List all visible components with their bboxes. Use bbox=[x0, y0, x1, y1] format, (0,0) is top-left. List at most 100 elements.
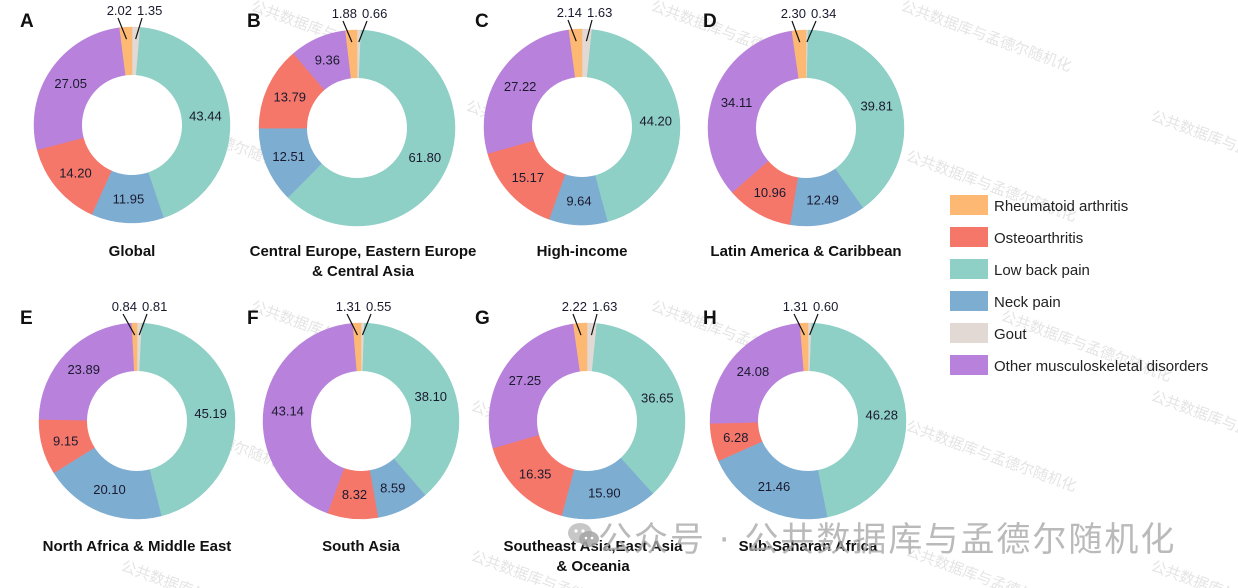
legend-swatch bbox=[950, 355, 988, 375]
slice-label-other-musculoskeletal-disorders: 27.22 bbox=[504, 79, 537, 94]
panel-title: Southeast Asia,East Asia bbox=[504, 538, 684, 555]
leader-line bbox=[117, 17, 128, 40]
slice-label-low-back-pain: 39.81 bbox=[860, 99, 893, 114]
panel-letter: C bbox=[475, 11, 489, 32]
leader-line bbox=[791, 20, 801, 43]
leader-line bbox=[567, 19, 577, 42]
panel-letter: A bbox=[20, 11, 34, 32]
slice-low-back-pain bbox=[591, 323, 686, 494]
panel-letter: F bbox=[247, 308, 259, 329]
legend-swatch bbox=[950, 227, 988, 247]
legend-item-rheumatoid-arthritis: Rheumatoid arthritis bbox=[950, 195, 1128, 215]
slice-label-gout: 0.60 bbox=[813, 299, 838, 314]
slice-label-gout: 1.63 bbox=[587, 5, 612, 20]
slice-label-osteoarthritis: 16.35 bbox=[519, 466, 552, 481]
slice-label-low-back-pain: 45.19 bbox=[194, 406, 227, 421]
legend-swatch bbox=[950, 195, 988, 215]
slice-label-osteoarthritis: 6.28 bbox=[723, 430, 748, 445]
panel-f: F 38.10 8.59 8.32 43.14 0.55 1.31 South Asia bbox=[247, 299, 460, 555]
slice-label-other-musculoskeletal-disorders: 43.14 bbox=[271, 404, 304, 419]
leader-line bbox=[590, 313, 598, 336]
leader-line bbox=[358, 20, 368, 43]
slice-label-other-musculoskeletal-disorders: 9.36 bbox=[315, 53, 340, 68]
slice-label-neck-pain: 9.64 bbox=[566, 193, 591, 208]
legend-label: Rheumatoid arthritis bbox=[994, 198, 1128, 215]
panel-letter: D bbox=[703, 11, 717, 32]
panel-c: C 44.20 9.64 15.17 27.22 1.63 2.14 High-income bbox=[475, 5, 681, 260]
slice-label-osteoarthritis: 8.32 bbox=[342, 487, 367, 502]
donut-hole bbox=[758, 371, 858, 471]
slice-label-other-musculoskeletal-disorders: 27.25 bbox=[509, 373, 542, 388]
watermark-tile: 公共数据库与孟德尔随机化 bbox=[119, 557, 294, 588]
panel-letter: G bbox=[475, 308, 490, 329]
leader-line bbox=[806, 20, 817, 43]
slice-label-osteoarthritis: 10.96 bbox=[754, 185, 787, 200]
panel-letter: B bbox=[247, 11, 261, 32]
wechat-logo-icon bbox=[566, 520, 602, 550]
panel-title: North Africa & Middle East bbox=[43, 538, 232, 555]
donut-hole bbox=[82, 75, 182, 175]
slice-label-osteoarthritis: 15.17 bbox=[512, 170, 545, 185]
legend-item-low-back-pain: Low back pain bbox=[950, 259, 1090, 279]
legend-label: Gout bbox=[994, 326, 1027, 343]
panel-d: D 39.81 12.49 10.96 34.11 0.34 2.30 Latin Ameri… bbox=[703, 6, 905, 260]
slice-label-rheumatoid-arthritis: 2.02 bbox=[107, 3, 132, 18]
panel-title: Sub-Saharan Africa bbox=[739, 538, 878, 555]
panels: A 43.44 11.95 14.20 27.05 1.35 2.02 Global B 61.8… bbox=[20, 3, 907, 575]
leader-line bbox=[809, 313, 819, 336]
slice-label-rheumatoid-arthritis: 1.88 bbox=[332, 6, 357, 21]
donut-hole bbox=[87, 371, 187, 471]
slice-label-neck-pain: 15.90 bbox=[588, 485, 621, 500]
slice-label-gout: 1.63 bbox=[592, 299, 617, 314]
panel-g: G 36.65 15.90 16.35 27.25 1.63 2.22 Southeast A… bbox=[475, 299, 686, 575]
panel-a: A 43.44 11.95 14.20 27.05 1.35 2.02 Global bbox=[20, 3, 231, 260]
legend-label: Low back pain bbox=[994, 262, 1090, 279]
slice-label-gout: 0.81 bbox=[142, 299, 167, 314]
watermark-text: 公众号 · 公共数据库与孟德尔随机化 bbox=[598, 520, 1177, 560]
donut-hole bbox=[307, 78, 407, 178]
slice-label-gout: 0.66 bbox=[362, 6, 387, 21]
panel-h: H 46.28 21.46 6.28 24.08 0.60 1.31 Sub-Saharan … bbox=[703, 299, 907, 555]
panel-e: E 45.19 20.10 9.15 23.89 0.81 0.84 North Africa… bbox=[20, 299, 236, 555]
legend-item-gout: Gout bbox=[950, 323, 1027, 343]
legend-label: Other musculoskeletal disorders bbox=[994, 358, 1208, 375]
slice-label-osteoarthritis: 9.15 bbox=[53, 433, 78, 448]
slice-label-rheumatoid-arthritis: 2.22 bbox=[562, 299, 587, 314]
slice-label-osteoarthritis: 13.79 bbox=[274, 90, 307, 105]
legend-label: Osteoarthritis bbox=[994, 230, 1083, 247]
slice-label-low-back-pain: 44.20 bbox=[639, 114, 672, 129]
leader-line bbox=[361, 313, 372, 336]
slice-label-low-back-pain: 36.65 bbox=[641, 390, 674, 405]
donut-hole bbox=[537, 371, 637, 471]
watermark-tile: 公共数据库与孟德尔随机化 bbox=[904, 417, 1079, 495]
slice-label-other-musculoskeletal-disorders: 23.89 bbox=[67, 362, 100, 377]
slice-label-other-musculoskeletal-disorders: 24.08 bbox=[737, 364, 770, 379]
legend-item-other-musculoskeletal-disorders: Other musculoskeletal disorders bbox=[950, 355, 1208, 375]
leader-line bbox=[135, 17, 143, 40]
legend-item-osteoarthritis: Osteoarthritis bbox=[950, 227, 1083, 247]
watermark-tile: 公共数据库与孟德尔随机化 bbox=[899, 0, 1074, 75]
slice-label-other-musculoskeletal-disorders: 27.05 bbox=[54, 76, 87, 91]
panel-letter: H bbox=[703, 308, 717, 329]
slice-label-low-back-pain: 43.44 bbox=[189, 109, 222, 124]
panel-title: High-income bbox=[537, 243, 628, 260]
slice-label-gout: 0.55 bbox=[366, 299, 391, 314]
slice-label-neck-pain: 8.59 bbox=[380, 480, 405, 495]
watermark-tile: 公共数据库与孟德尔随机化 bbox=[1149, 107, 1238, 185]
legend-swatch bbox=[950, 291, 988, 311]
slice-label-low-back-pain: 46.28 bbox=[865, 408, 898, 423]
slice-label-rheumatoid-arthritis: 1.31 bbox=[783, 299, 808, 314]
panel-b: B 61.80 12.51 13.79 9.36 0.66 1.88 Central Euro… bbox=[247, 6, 476, 280]
panel-letter: E bbox=[20, 308, 33, 329]
donut-hole bbox=[532, 77, 632, 177]
panel-title: & Oceania bbox=[556, 558, 630, 575]
slice-label-rheumatoid-arthritis: 0.84 bbox=[112, 299, 137, 314]
leader-line bbox=[122, 313, 136, 336]
slice-label-neck-pain: 20.10 bbox=[93, 482, 126, 497]
legend-label: Neck pain bbox=[994, 294, 1061, 311]
legend-swatch bbox=[950, 323, 988, 343]
slice-label-other-musculoskeletal-disorders: 34.11 bbox=[721, 95, 753, 110]
legend: Rheumatoid arthritis Osteoarthritis Low ba… bbox=[950, 195, 1208, 375]
slice-label-osteoarthritis: 14.20 bbox=[59, 165, 92, 180]
